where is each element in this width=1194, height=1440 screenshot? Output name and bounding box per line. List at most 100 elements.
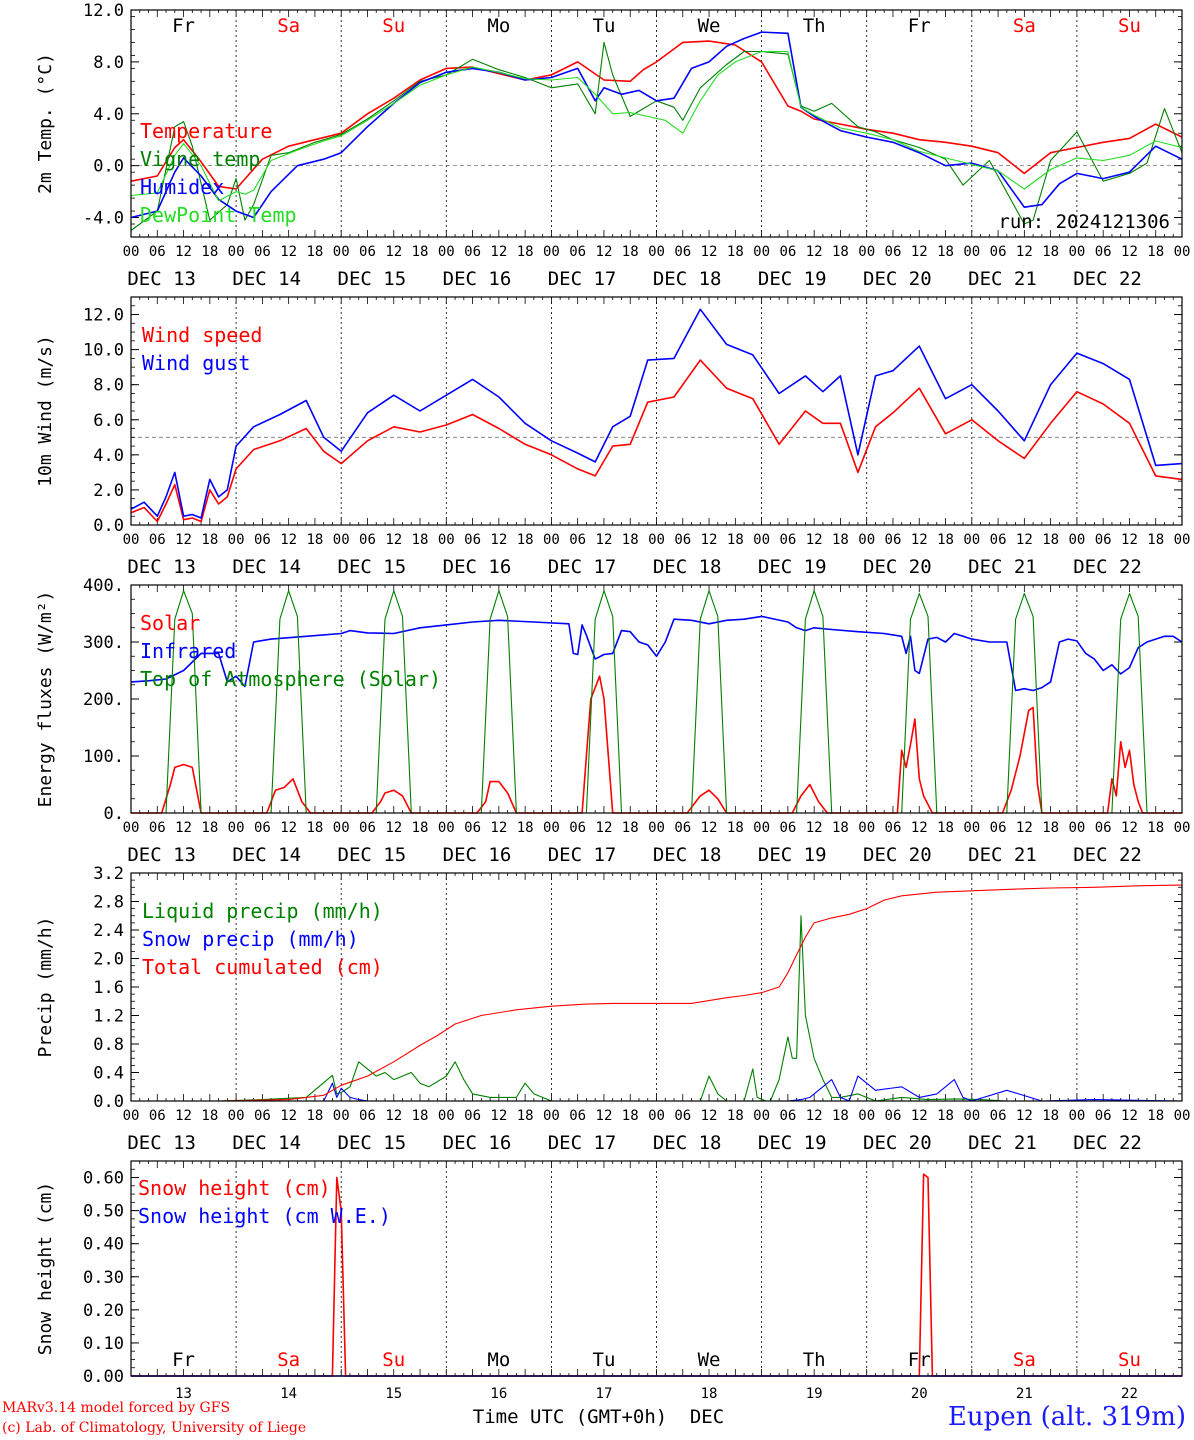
hour-label: 18 — [201, 820, 218, 836]
hour-label: 06 — [359, 820, 376, 836]
date-label: DEC 14 — [232, 268, 301, 290]
y-tick-label: 0.20 — [83, 1301, 124, 1321]
y-tick-label: 200. — [83, 690, 124, 710]
plot-frame — [130, 296, 1183, 526]
date-label: DEC 19 — [758, 1132, 827, 1154]
y-tick-label: 2.4 — [93, 921, 124, 941]
day-number: 22 — [1121, 1386, 1138, 1402]
day-name: Fr — [172, 1349, 195, 1371]
y-tick-label: 1.6 — [93, 978, 124, 998]
hour-label: 12 — [1016, 1108, 1033, 1124]
hour-label: 06 — [149, 532, 166, 548]
hour-label: 06 — [569, 532, 586, 548]
hour-label: 00 — [963, 820, 980, 836]
y-tick-label: 400. — [83, 576, 124, 596]
date-label: DEC 15 — [338, 1132, 407, 1154]
hour-label: 18 — [1147, 244, 1164, 260]
day-name: Fr — [908, 15, 931, 37]
hour-label: 00 — [858, 244, 875, 260]
hour-label: 06 — [779, 1108, 796, 1124]
hour-label: 00 — [1174, 820, 1191, 836]
date-label: DEC 19 — [758, 844, 827, 866]
date-label: DEC 21 — [968, 268, 1037, 290]
day-number: 18 — [701, 1386, 718, 1402]
day-name: Su — [1118, 1349, 1141, 1371]
day-name: Sa — [1013, 15, 1036, 37]
day-number: 16 — [490, 1386, 507, 1402]
hour-label: 00 — [438, 244, 455, 260]
hour-label: 18 — [622, 244, 639, 260]
month-label: DEC — [690, 1406, 724, 1428]
hour-label: 00 — [543, 532, 560, 548]
hour-label: 06 — [254, 820, 271, 836]
hour-label: 12 — [1016, 244, 1033, 260]
hour-label: 18 — [201, 1108, 218, 1124]
hour-label: 06 — [1095, 820, 1112, 836]
hour-label: 18 — [727, 1108, 744, 1124]
hour-label: 18 — [306, 532, 323, 548]
hour-label: 06 — [254, 532, 271, 548]
date-label: DEC 22 — [1073, 268, 1142, 290]
legend-entry: Top of Atmosphere (Solar) — [140, 667, 441, 691]
y-axis-title: Precip (mm/h) — [35, 917, 56, 1058]
y-tick-label: 0. — [104, 804, 124, 824]
date-label: DEC 14 — [232, 556, 301, 578]
hour-label: 06 — [779, 244, 796, 260]
hour-label: 12 — [911, 532, 928, 548]
date-label: DEC 16 — [443, 556, 512, 578]
hour-label: 12 — [1016, 820, 1033, 836]
date-label: DEC 20 — [863, 556, 932, 578]
day-name: Sa — [277, 15, 300, 37]
date-label: DEC 18 — [653, 556, 722, 578]
hour-label: 06 — [569, 1108, 586, 1124]
date-label: DEC 13 — [127, 268, 196, 290]
hour-label: 12 — [280, 532, 297, 548]
hour-label: 06 — [464, 244, 481, 260]
y-tick-label: 4.0 — [93, 446, 124, 466]
legend-entry: Wind speed — [142, 323, 262, 347]
y-tick-label: 8.0 — [93, 53, 124, 73]
day-number: 14 — [280, 1386, 297, 1402]
hour-label: 00 — [438, 820, 455, 836]
series-snow-precip-mm-h- — [131, 1075, 1183, 1102]
y-tick-label: 0.50 — [83, 1202, 124, 1222]
hour-label: 06 — [1095, 244, 1112, 260]
hour-label: 12 — [596, 532, 613, 548]
hour-label: 00 — [1174, 532, 1191, 548]
date-label: DEC 14 — [232, 1132, 301, 1154]
hour-label: 06 — [359, 1108, 376, 1124]
y-tick-label: 2.0 — [93, 950, 124, 970]
y-tick-label: 0.40 — [83, 1235, 124, 1255]
date-label: DEC 16 — [443, 844, 512, 866]
hour-label: 18 — [412, 244, 429, 260]
run-annotation: run: 2024121306 — [998, 211, 1170, 233]
day-name: We — [698, 1349, 721, 1371]
day-name: Su — [382, 1349, 405, 1371]
y-tick-label: 0.0 — [93, 1092, 124, 1112]
hour-label: 06 — [885, 244, 902, 260]
hour-label: 06 — [674, 244, 691, 260]
model-credit: MARv3.14 model forced by GFS — [2, 1400, 231, 1416]
hour-label: 06 — [990, 244, 1007, 260]
day-name: Fr — [172, 15, 195, 37]
series-wind-gust — [130, 308, 1183, 519]
y-axis-title: 10m Wind (m/s) — [35, 335, 56, 487]
day-number: 15 — [385, 1386, 402, 1402]
y-tick-label: 0.30 — [83, 1268, 124, 1288]
day-name: Su — [382, 15, 405, 37]
hour-label: 18 — [201, 532, 218, 548]
hour-label: 12 — [806, 1108, 823, 1124]
date-label: DEC 18 — [653, 844, 722, 866]
series-total-cumulated-cm- — [131, 884, 1183, 1102]
date-label: DEC 17 — [548, 1132, 617, 1154]
hour-label: 00 — [438, 532, 455, 548]
hour-label: 18 — [412, 532, 429, 548]
date-label: DEC 15 — [338, 268, 407, 290]
hour-label: 18 — [832, 820, 849, 836]
hour-label: 06 — [149, 820, 166, 836]
hour-label: 18 — [412, 1108, 429, 1124]
plot-frame — [130, 9, 1183, 238]
hour-label: 12 — [175, 244, 192, 260]
hour-label: 12 — [175, 1108, 192, 1124]
hour-label: 00 — [963, 1108, 980, 1124]
